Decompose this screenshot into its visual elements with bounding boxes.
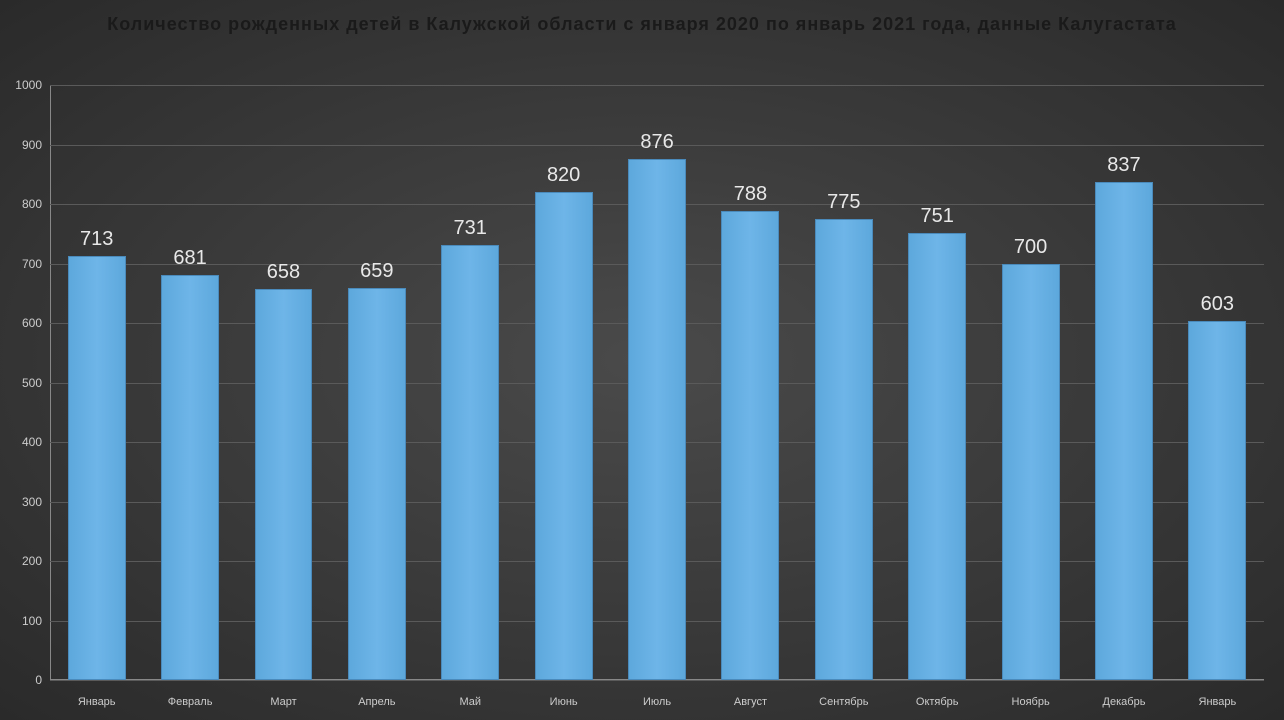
bar-group: 876 — [610, 85, 703, 680]
bar-group: 820 — [517, 85, 610, 680]
y-tick-label: 600 — [10, 316, 50, 330]
bar-group: 700 — [984, 85, 1077, 680]
bar: 751 — [908, 233, 966, 680]
x-axis-labels: ЯнварьФевральМартАпрельМайИюньИюльАвгуст… — [50, 696, 1264, 708]
x-tick-label: Апрель — [330, 696, 423, 708]
bar-value-label: 658 — [267, 261, 300, 290]
bar-value-label: 713 — [80, 228, 113, 257]
bar-value-label: 775 — [827, 191, 860, 220]
x-tick-label: Январь — [50, 696, 143, 708]
bar-value-label: 820 — [547, 164, 580, 193]
bar-group: 658 — [237, 85, 330, 680]
bar: 876 — [628, 159, 686, 680]
bar: 788 — [721, 211, 779, 680]
y-tick-label: 800 — [10, 197, 50, 211]
bar-group: 713 — [50, 85, 143, 680]
x-tick-label: Март — [237, 696, 330, 708]
bar-group: 775 — [797, 85, 890, 680]
bar-group: 751 — [891, 85, 984, 680]
grid-line: 0 — [50, 680, 1264, 681]
bar-value-label: 837 — [1107, 154, 1140, 183]
y-tick-label: 300 — [10, 495, 50, 509]
x-tick-label: Январь — [1171, 696, 1264, 708]
x-tick-label: Август — [704, 696, 797, 708]
y-tick-label: 0 — [10, 673, 50, 687]
bar-value-label: 876 — [640, 131, 673, 160]
y-tick-label: 700 — [10, 257, 50, 271]
y-tick-label: 1000 — [10, 78, 50, 92]
bar-group: 788 — [704, 85, 797, 680]
bar: 713 — [68, 256, 126, 680]
plot-area: 01002003004005006007008009001000 7136816… — [50, 85, 1264, 680]
x-tick-label: Сентябрь — [797, 696, 890, 708]
x-tick-label: Май — [424, 696, 517, 708]
x-tick-label: Июнь — [517, 696, 610, 708]
bar-group: 603 — [1171, 85, 1264, 680]
y-tick-label: 100 — [10, 614, 50, 628]
bar: 775 — [815, 219, 873, 680]
y-tick-label: 900 — [10, 138, 50, 152]
bar: 820 — [535, 192, 593, 680]
chart-container: Количество рожденных детей в Калужской о… — [0, 0, 1284, 720]
bar-value-label: 681 — [173, 247, 206, 276]
y-tick-label: 500 — [10, 376, 50, 390]
bar-value-label: 751 — [921, 205, 954, 234]
x-tick-label: Октябрь — [891, 696, 984, 708]
x-tick-label: Февраль — [143, 696, 236, 708]
bar-group: 681 — [143, 85, 236, 680]
x-tick-label: Декабрь — [1077, 696, 1170, 708]
x-tick-label: Ноябрь — [984, 696, 1077, 708]
y-tick-label: 400 — [10, 435, 50, 449]
bar-value-label: 731 — [454, 217, 487, 246]
bar: 700 — [1002, 264, 1060, 681]
bar: 837 — [1095, 182, 1153, 680]
bars-container: 713 681 658 659 731 820 876 788 775 751 700 837 603 — [50, 85, 1264, 680]
x-tick-label: Июль — [610, 696, 703, 708]
bar-value-label: 788 — [734, 183, 767, 212]
bar: 603 — [1188, 321, 1246, 680]
bar: 731 — [441, 245, 499, 680]
bar-value-label: 700 — [1014, 236, 1047, 265]
bar: 659 — [348, 288, 406, 680]
chart-title: Количество рожденных детей в Калужской о… — [0, 0, 1284, 37]
bar-group: 837 — [1077, 85, 1170, 680]
y-tick-label: 200 — [10, 554, 50, 568]
bar-value-label: 603 — [1201, 293, 1234, 322]
bar-value-label: 659 — [360, 260, 393, 289]
bar: 658 — [255, 289, 313, 681]
bar: 681 — [161, 275, 219, 680]
bar-group: 731 — [424, 85, 517, 680]
bar-group: 659 — [330, 85, 423, 680]
